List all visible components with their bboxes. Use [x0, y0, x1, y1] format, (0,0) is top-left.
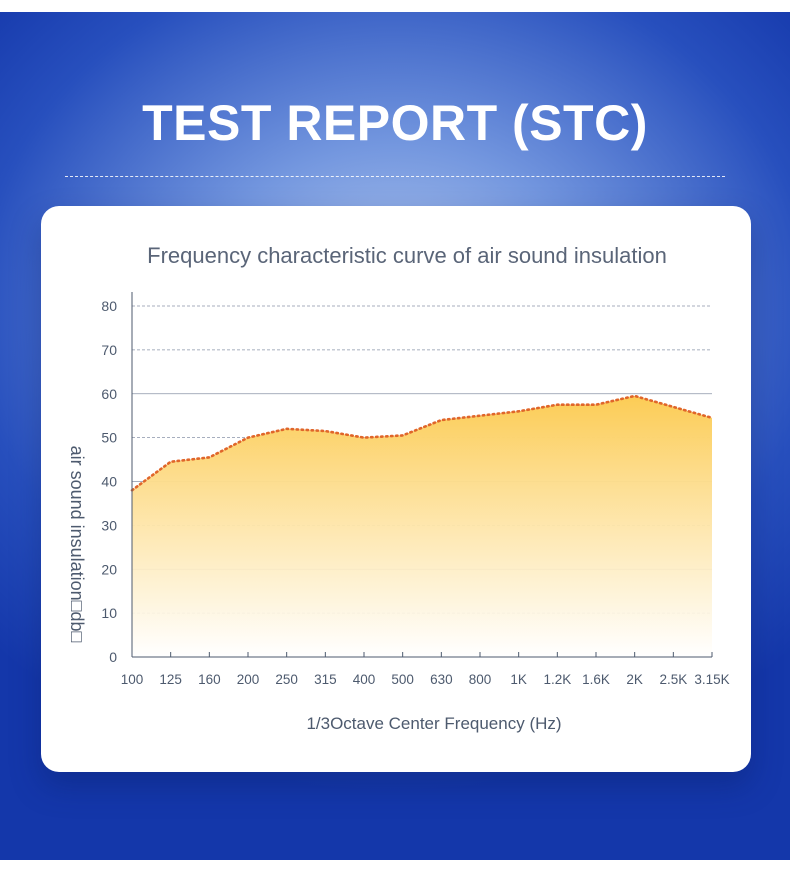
x-tick-label: 200	[237, 672, 260, 687]
x-tick-label: 1.6K	[582, 672, 610, 687]
y-tick-label: 50	[101, 430, 117, 446]
page-title: TEST REPORT (STC)	[142, 95, 648, 151]
x-tick-label: 160	[198, 672, 221, 687]
y-tick-label: 70	[101, 342, 117, 358]
x-tick-label: 2.5K	[659, 672, 687, 687]
x-axis-label: 1/3Octave Center Frequency (Hz)	[306, 714, 561, 733]
y-tick-label: 40	[101, 474, 117, 490]
area-layer	[130, 394, 714, 657]
x-tick-label: 630	[430, 672, 453, 687]
x-tick-label: 250	[275, 672, 298, 687]
x-tick-label: 100	[121, 672, 144, 687]
x-tick-label: 800	[469, 672, 492, 687]
y-tick-label: 30	[101, 517, 117, 533]
y-axis-label: air sound insulation□db□	[67, 446, 87, 643]
x-tick-label: 315	[314, 672, 337, 687]
series-line	[130, 394, 714, 492]
y-tick-label: 60	[101, 386, 117, 402]
x-tick-label: 1K	[510, 672, 527, 687]
x-tick-label: 500	[391, 672, 414, 687]
y-tick-label: 10	[101, 605, 117, 621]
report-panel: TEST REPORT (STC) Frequency characterist…	[0, 12, 790, 860]
x-tick-label: 1.2K	[543, 672, 571, 687]
chart: Frequency characteristic curve of air so…	[67, 243, 730, 733]
area-fill	[132, 395, 712, 657]
chart-card: Frequency characteristic curve of air so…	[41, 206, 751, 772]
x-tick-label: 2K	[626, 672, 643, 687]
x-tick-label: 3.15K	[694, 672, 729, 687]
title-divider	[65, 176, 725, 177]
axis-layer: 0 10 20 30 40 50 60 70 80 100 125 160 200 250 315 400 50…	[101, 292, 730, 687]
x-tick-label: 400	[353, 672, 376, 687]
y-tick-label: 20	[101, 561, 117, 577]
y-tick-label: 0	[109, 649, 117, 665]
x-tick-label: 125	[159, 672, 182, 687]
chart-title: Frequency characteristic curve of air so…	[147, 243, 667, 268]
y-tick-label: 80	[101, 298, 117, 314]
